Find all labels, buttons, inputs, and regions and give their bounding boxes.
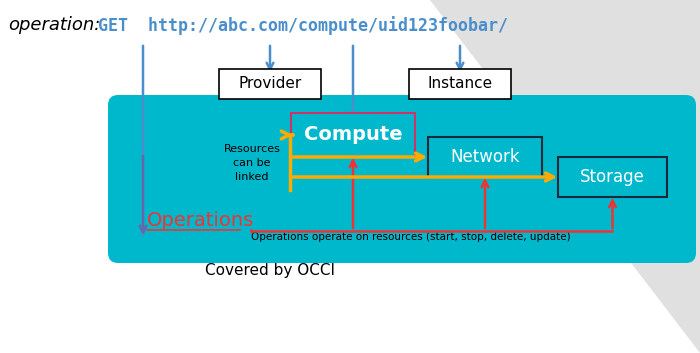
Text: Operations operate on resources (start, stop, delete, update): Operations operate on resources (start, … (251, 232, 570, 242)
Text: Storage: Storage (580, 168, 645, 186)
Text: Operations: Operations (147, 210, 254, 229)
Polygon shape (430, 0, 700, 353)
FancyBboxPatch shape (291, 113, 415, 157)
Text: operation:: operation: (8, 16, 100, 34)
FancyBboxPatch shape (409, 69, 511, 99)
FancyBboxPatch shape (219, 69, 321, 99)
Text: Compute: Compute (304, 126, 402, 144)
FancyBboxPatch shape (108, 95, 696, 263)
Text: Network: Network (450, 148, 520, 166)
Text: Provider: Provider (239, 77, 302, 91)
Text: GET  http://abc.com/compute/uid123foobar/: GET http://abc.com/compute/uid123foobar/ (98, 16, 508, 35)
FancyBboxPatch shape (428, 137, 542, 177)
Text: Resources
can be
linked: Resources can be linked (223, 144, 281, 182)
Text: Instance: Instance (428, 77, 493, 91)
Text: Covered by OCCI: Covered by OCCI (205, 263, 335, 279)
FancyBboxPatch shape (558, 157, 667, 197)
